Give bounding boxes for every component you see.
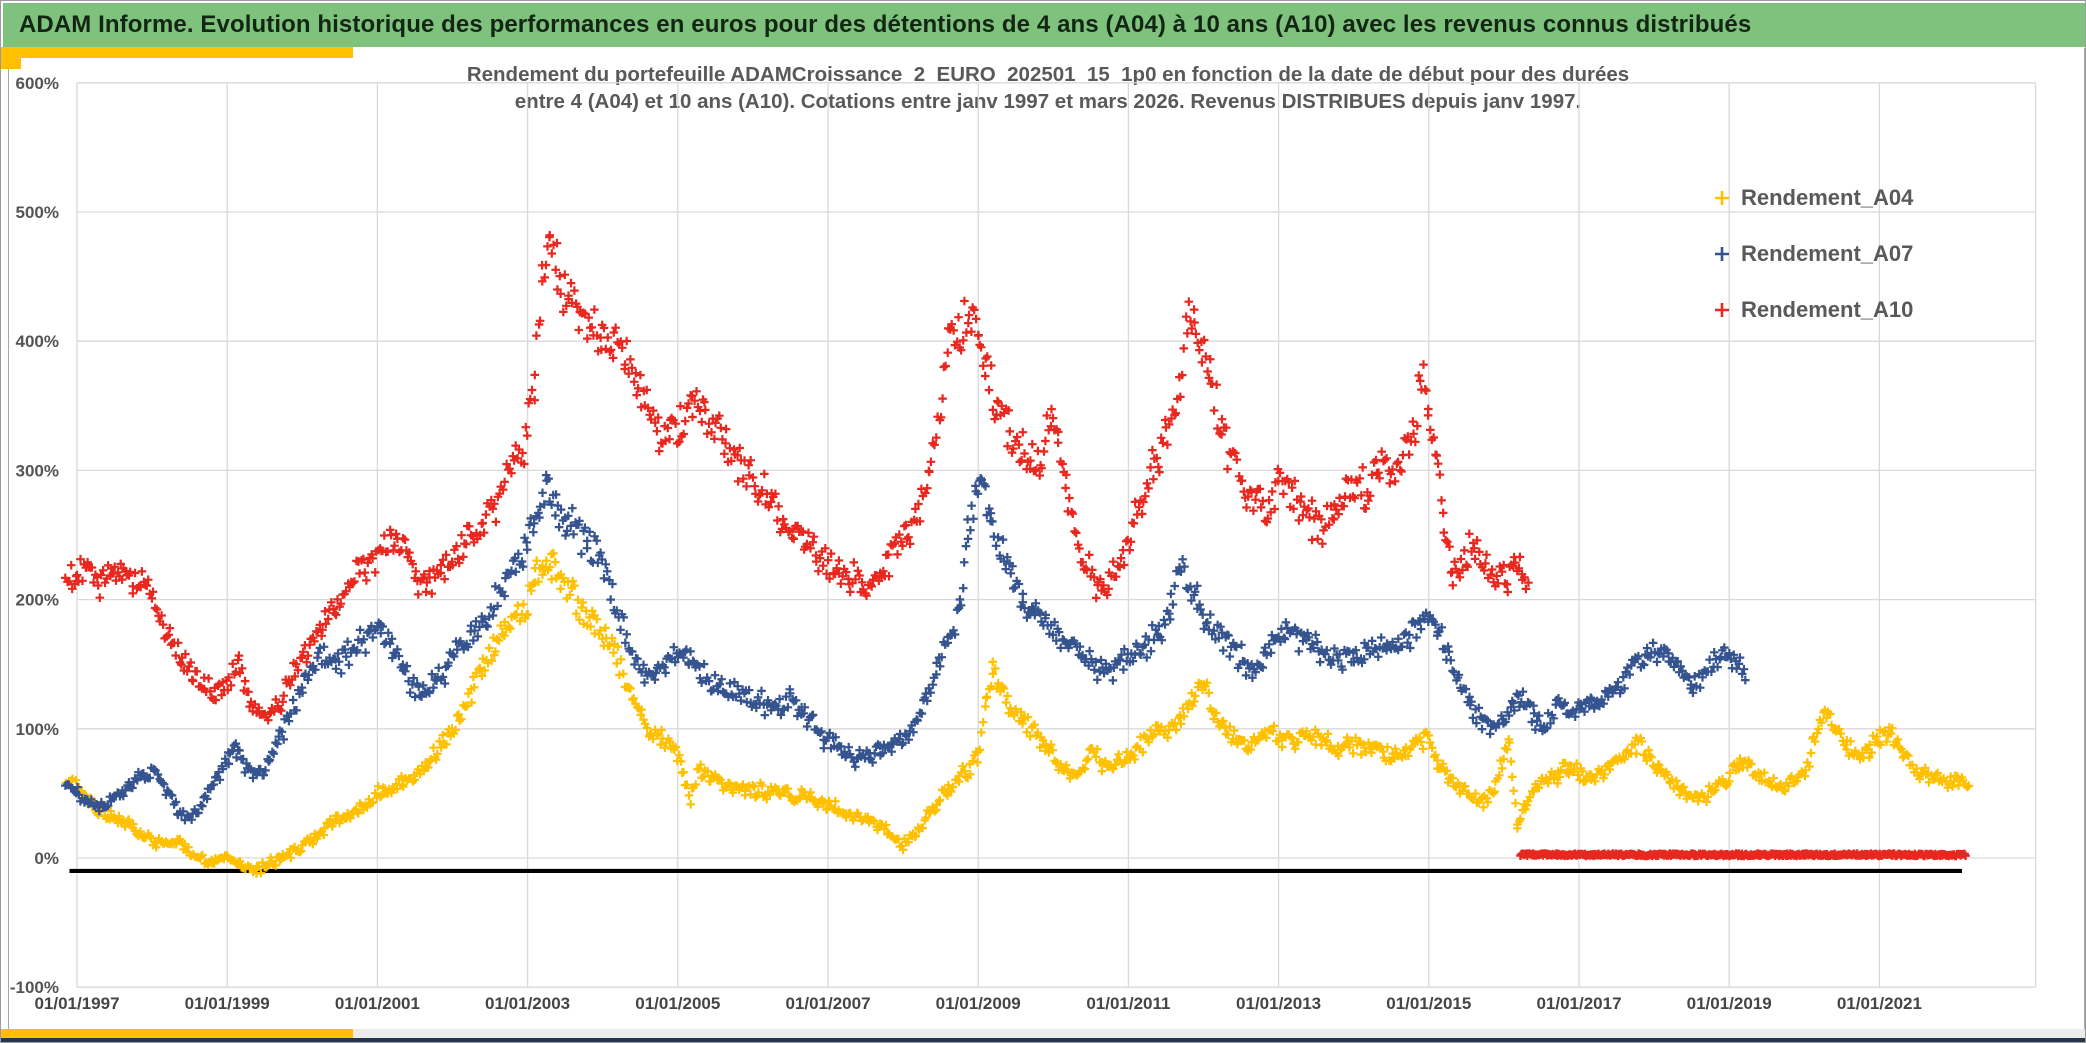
bottom-band: [1, 1029, 2085, 1038]
svg-text:01/01/2015: 01/01/2015: [1386, 994, 1471, 1013]
window-border-left: [8, 69, 9, 1031]
svg-text:200%: 200%: [16, 591, 59, 610]
legend-label: Rendement_A10: [1741, 297, 1914, 322]
svg-text:100%: 100%: [16, 720, 59, 739]
legend-item-rendement-a10[interactable]: Rendement_A10: [1713, 282, 1913, 338]
document-header: ADAM Informe. Evolution historique des p…: [3, 3, 2085, 47]
svg-text:01/01/2005: 01/01/2005: [635, 994, 720, 1013]
svg-text:01/01/2001: 01/01/2001: [335, 994, 420, 1013]
svg-text:01/01/2021: 01/01/2021: [1837, 994, 1922, 1013]
legend-label: Rendement_A07: [1741, 241, 1914, 266]
yellow-accent-corner: [1, 47, 21, 69]
svg-text:300%: 300%: [16, 461, 59, 480]
svg-text:01/01/2003: 01/01/2003: [485, 994, 570, 1013]
svg-text:01/01/1997: 01/01/1997: [34, 994, 119, 1013]
svg-text:0%: 0%: [34, 849, 59, 868]
svg-text:01/01/1999: 01/01/1999: [185, 994, 270, 1013]
chart-legend: Rendement_A04 Rendement_A07 Rendement_A1…: [1713, 170, 1913, 338]
legend-label: Rendement_A04: [1741, 185, 1914, 210]
svg-text:01/01/2007: 01/01/2007: [785, 994, 870, 1013]
yellow-accent-top: [1, 47, 353, 58]
legend-item-rendement-a07[interactable]: Rendement_A07: [1713, 226, 1913, 282]
svg-text:01/01/2017: 01/01/2017: [1536, 994, 1621, 1013]
document-header-title: ADAM Informe. Evolution historique des p…: [19, 11, 1752, 38]
plus-marker-icon: [1715, 191, 1729, 205]
plus-marker-icon: [1715, 247, 1729, 261]
svg-text:01/01/2009: 01/01/2009: [936, 994, 1021, 1013]
svg-text:-100%: -100%: [10, 978, 59, 997]
yellow-accent-bottom: [1, 1029, 353, 1038]
window-border-right: [2084, 48, 2085, 1036]
svg-text:01/01/2019: 01/01/2019: [1687, 994, 1772, 1013]
footer-bar: [1, 1038, 2085, 1042]
svg-text:01/01/2013: 01/01/2013: [1236, 994, 1321, 1013]
legend-item-rendement-a04[interactable]: Rendement_A04: [1713, 170, 1913, 226]
svg-text:01/01/2011: 01/01/2011: [1086, 994, 1170, 1013]
svg-text:500%: 500%: [16, 203, 59, 222]
svg-text:600%: 600%: [16, 74, 59, 93]
svg-text:400%: 400%: [16, 332, 59, 351]
plus-marker-icon: [1715, 303, 1729, 317]
